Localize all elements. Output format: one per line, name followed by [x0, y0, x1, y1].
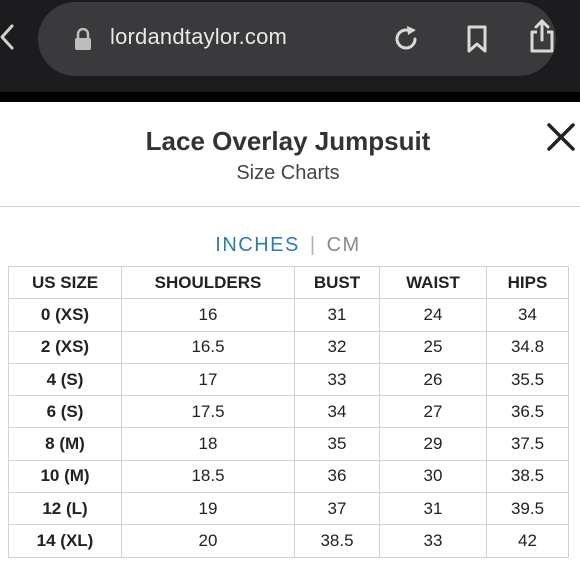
bust-cell: 34: [294, 395, 380, 429]
toolbar-divider: [0, 92, 580, 102]
waist-cell: 26: [379, 362, 487, 397]
size-cell: 6 (S): [8, 395, 122, 429]
reload-icon[interactable]: [391, 24, 421, 54]
table-row: 8 (M) 18 35 29 37.5: [8, 427, 569, 461]
table-row: 2 (XS) 16.5 32 25 34.8: [8, 330, 569, 364]
shoulders-cell: 18: [121, 427, 295, 461]
hips-cell: 39.5: [486, 492, 569, 526]
address-bar[interactable]: lordandtaylor.com: [38, 2, 556, 76]
page-title: Lace Overlay Jumpsuit: [145, 126, 431, 156]
bust-cell: 38.5: [294, 524, 380, 558]
table-row: 4 (S) 17 33 26 35.5: [8, 362, 569, 397]
header-hips: HIPS: [486, 265, 569, 300]
header-us-size: US SIZE: [8, 265, 122, 300]
url-text[interactable]: lordandtaylor.com: [110, 24, 288, 49]
hips-cell: 36.5: [486, 395, 569, 429]
hips-cell: 34: [486, 298, 569, 332]
shoulders-cell: 20: [121, 524, 295, 558]
waist-cell: 24: [379, 298, 487, 332]
bust-cell: 33: [294, 362, 380, 397]
waist-cell: 33: [379, 524, 487, 558]
shoulders-cell: 16: [121, 298, 295, 332]
unit-cm-tab[interactable]: CM: [326, 234, 361, 256]
page-subtitle: Size Charts: [236, 162, 340, 184]
size-cell: 4 (S): [8, 362, 122, 397]
hips-cell: 42: [486, 524, 569, 558]
table-row: 0 (XS) 16 31 24 34: [8, 298, 569, 332]
unit-separator: |: [309, 234, 317, 256]
close-button[interactable]: [544, 120, 578, 154]
hips-cell: 38.5: [486, 459, 569, 494]
size-cell: 0 (XS): [8, 298, 122, 332]
table-row: 14 (XL) 20 38.5 33 42: [8, 524, 569, 558]
shoulders-cell: 17.5: [121, 395, 295, 429]
table-header-row: US SIZE SHOULDERS BUST WAIST HIPS: [8, 265, 569, 300]
header-divider: [0, 206, 580, 207]
waist-cell: 27: [379, 395, 487, 429]
shoulders-cell: 17: [121, 362, 295, 397]
lock-icon: [74, 27, 92, 50]
bust-cell: 35: [294, 427, 380, 461]
waist-cell: 29: [379, 427, 487, 461]
chevron-left-icon[interactable]: [0, 20, 14, 54]
waist-cell: 30: [379, 459, 487, 494]
table-row: 6 (S) 17.5 34 27 36.5: [8, 395, 569, 429]
hips-cell: 37.5: [486, 427, 569, 461]
size-cell: 10 (M): [8, 459, 122, 494]
header-bust: BUST: [294, 265, 380, 300]
bust-cell: 36: [294, 459, 380, 494]
bust-cell: 32: [294, 330, 380, 364]
size-cell: 2 (XS): [8, 330, 122, 364]
size-cell: 14 (XL): [8, 524, 122, 558]
header-waist: WAIST: [379, 265, 487, 300]
shoulders-cell: 16.5: [121, 330, 295, 364]
table-row: 12 (L) 19 37 31 39.5: [8, 492, 569, 526]
size-chart-modal: Lace Overlay Jumpsuit Size Charts INCHES…: [0, 102, 580, 580]
close-icon: [547, 123, 575, 151]
shoulders-cell: 18.5: [121, 459, 295, 494]
table-row: 10 (M) 18.5 36 30 38.5: [8, 459, 569, 494]
bust-cell: 31: [294, 298, 380, 332]
hips-cell: 35.5: [486, 362, 569, 397]
size-chart-table: US SIZE SHOULDERS BUST WAIST HIPS 0 (XS)…: [8, 265, 569, 558]
unit-toggle: INCHES | CM: [0, 234, 576, 257]
bookmark-icon[interactable]: [462, 24, 492, 54]
size-cell: 12 (L): [8, 492, 122, 526]
hips-cell: 34.8: [486, 330, 569, 364]
waist-cell: 31: [379, 492, 487, 526]
shoulders-cell: 19: [121, 492, 295, 526]
share-icon[interactable]: [527, 18, 557, 54]
header-shoulders: SHOULDERS: [121, 265, 295, 300]
waist-cell: 25: [379, 330, 487, 364]
size-cell: 8 (M): [8, 427, 122, 461]
bust-cell: 37: [294, 492, 380, 526]
unit-inches-tab[interactable]: INCHES: [215, 234, 300, 256]
browser-toolbar: lordandtaylor.com: [0, 0, 580, 92]
